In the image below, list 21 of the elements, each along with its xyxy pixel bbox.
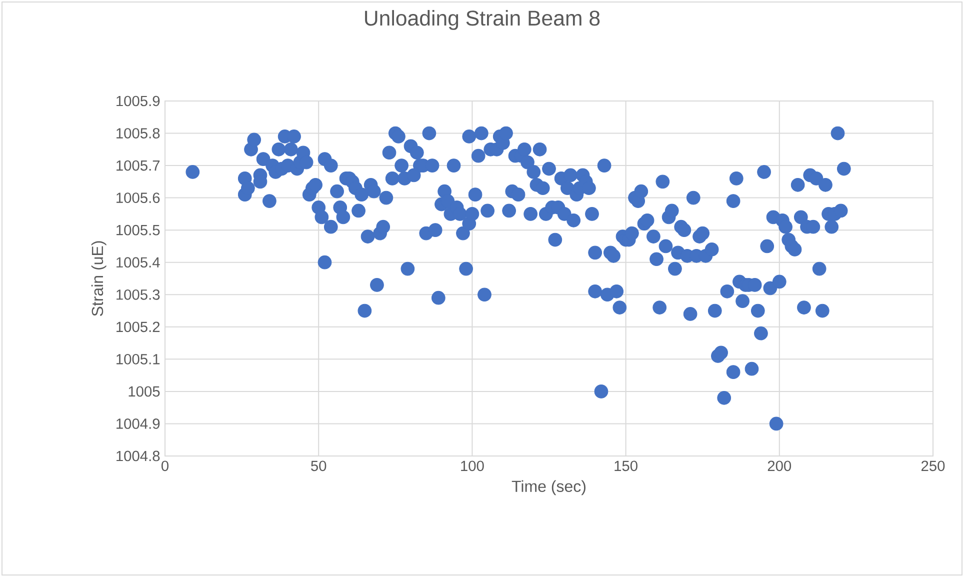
x-tick-label: 100 (461, 460, 484, 472)
y-tick-label: 1005.6 (116, 192, 160, 204)
x-axis-title: Time (sec) (512, 480, 586, 496)
x-tick-label: 150 (614, 460, 638, 472)
y-tick-label: 1004.9 (116, 418, 160, 429)
x-tick-label: 0 (161, 460, 168, 472)
y-tick-label: 1005.1 (116, 354, 160, 364)
y-tick-label: 1005.2 (116, 322, 160, 332)
y-tick-label: 1005.5 (116, 224, 160, 236)
chart-title: Unloading Strain Beam 8 (365, 10, 600, 30)
x-tick-label: 250 (921, 460, 945, 472)
x-tick-label: 50 (311, 460, 326, 472)
y-tick-label: 1005.9 (116, 96, 160, 106)
y-tick-label: 1005.3 (116, 289, 160, 300)
x-tick-label: 200 (768, 460, 792, 472)
y-tick-label: 1005.8 (116, 128, 160, 138)
y-tick-label: 1005.7 (116, 160, 160, 171)
y-tick-label: 1005.4 (116, 257, 160, 268)
y-tick-label: 1005 (128, 386, 160, 397)
y-axis-title: Strain (uE) (91, 241, 106, 316)
y-tick-label: 1004.8 (116, 450, 160, 462)
